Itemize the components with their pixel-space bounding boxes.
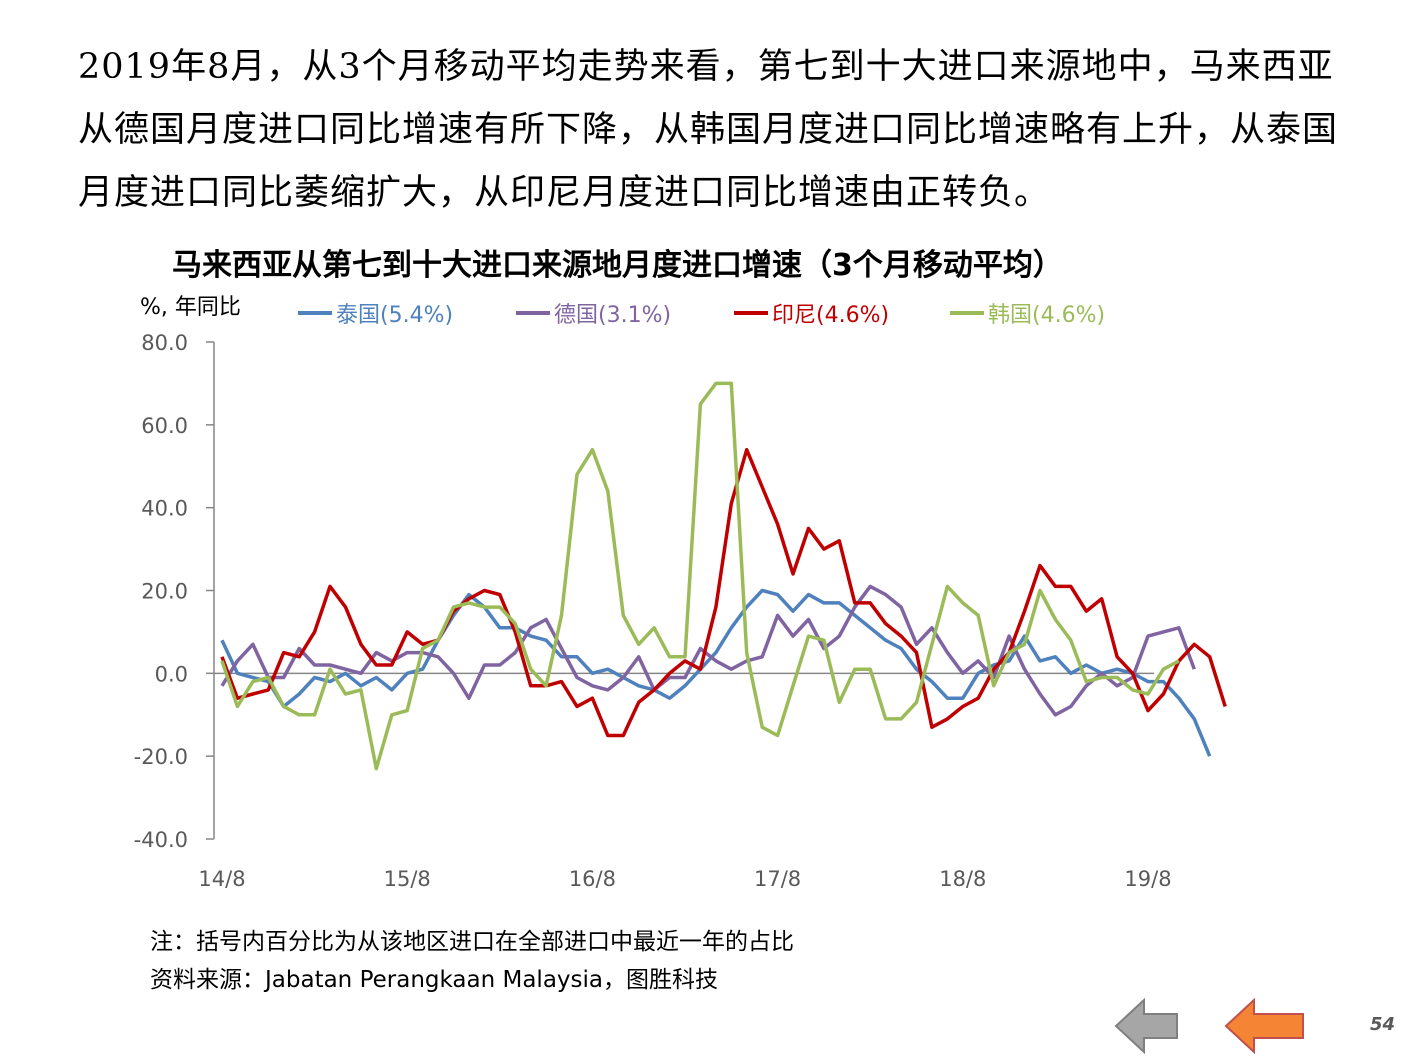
y-tick-label: 40.0	[141, 497, 188, 521]
y-tick-label: 80.0	[141, 331, 188, 355]
x-tick-label: 15/8	[384, 867, 431, 891]
series-line	[220, 447, 1227, 738]
series-line	[220, 588, 1212, 757]
footnote: 注：括号内百分比为从该地区进口在全部进口中最近一年的占比	[150, 929, 794, 955]
x-tick-label: 17/8	[754, 867, 801, 891]
chart-legend: 泰国(5.4%) 德国(3.1%) 印尼(4.6%) 韩国(4.6%)	[298, 303, 1105, 328]
y-tick-label: -40.0	[134, 828, 188, 852]
y-tick-label: 0.0	[155, 662, 188, 686]
y-tick-label: 20.0	[141, 580, 188, 604]
chart-axes: 80.0 60.0 40.0 20.0 0.0 -20.0 -40.0 14/8 15/8 16/…	[134, 331, 1172, 891]
legend-entry: 印尼(4.6%)	[772, 303, 889, 328]
x-tick-label: 18/8	[939, 867, 986, 891]
page-number: 54	[1370, 1014, 1396, 1035]
next-page-button[interactable]	[1224, 998, 1306, 1054]
y-tick-label: -20.0	[134, 745, 188, 769]
x-tick-label: 14/8	[198, 867, 245, 891]
chart-series	[220, 381, 1227, 771]
left-arrow-icon	[1114, 998, 1178, 1054]
y-axis-label: %, 年同比	[140, 295, 241, 320]
legend-entry: 泰国(5.4%)	[336, 303, 453, 328]
legend-entry: 韩国(4.6%)	[988, 303, 1105, 328]
left-arrow-icon	[1224, 998, 1304, 1054]
series-line	[220, 381, 1180, 771]
source-note: 资料来源：Jabatan Perangkaan Malaysia，图胜科技	[150, 967, 718, 993]
previous-page-button[interactable]	[1114, 998, 1180, 1054]
intro-paragraph: 2019年8月，从3个月移动平均走势来看，第七到十大进口来源地中，马来西亚从德国…	[78, 47, 1339, 213]
chart-title: 马来西亚从第七到十大进口来源地月度进口增速（3个月移动平均）	[172, 248, 1063, 283]
series-line	[220, 584, 1196, 717]
legend-entry: 德国(3.1%)	[554, 303, 671, 328]
y-tick-label: 60.0	[141, 414, 188, 438]
x-tick-label: 19/8	[1124, 867, 1171, 891]
x-tick-label: 16/8	[569, 867, 616, 891]
